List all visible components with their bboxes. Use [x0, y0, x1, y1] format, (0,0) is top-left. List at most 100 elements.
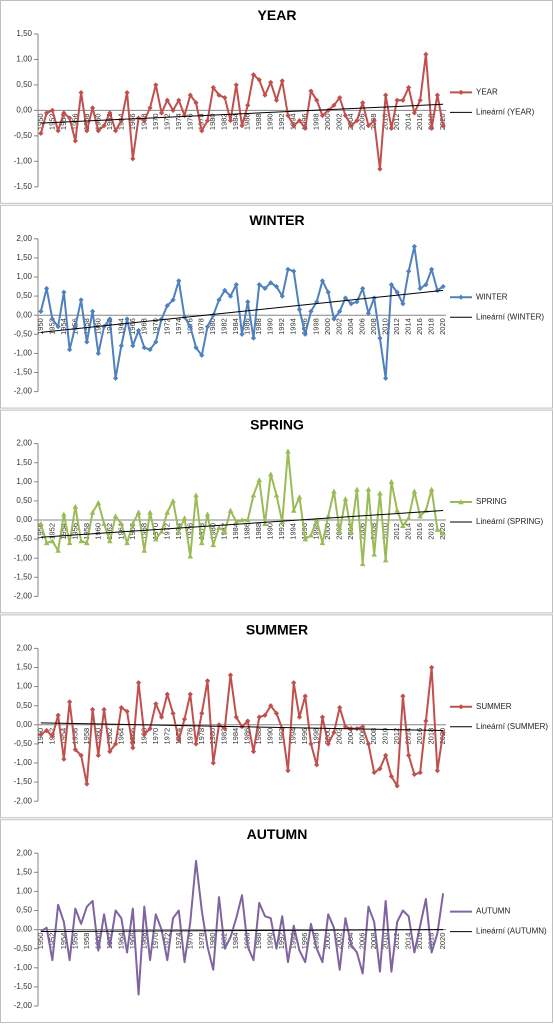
- legend-label: SPRING: [476, 497, 507, 506]
- point: [38, 308, 44, 314]
- point: [222, 726, 228, 732]
- point: [204, 117, 211, 124]
- point: [406, 752, 412, 758]
- point: [262, 712, 268, 718]
- point: [130, 745, 136, 751]
- point: [210, 84, 216, 91]
- x-tick-label: 2018: [427, 523, 436, 540]
- point: [348, 528, 354, 534]
- point: [124, 708, 130, 715]
- point: [199, 352, 205, 358]
- point: [319, 112, 326, 119]
- point: [268, 280, 274, 286]
- x-tick-label: 2002: [335, 728, 344, 745]
- x-tick-label: 2002: [335, 933, 344, 950]
- point: [360, 285, 366, 292]
- point: [342, 724, 349, 730]
- point: [337, 95, 343, 101]
- y-tick-label: -2,00: [14, 1001, 33, 1010]
- point: [417, 97, 423, 103]
- y-tick-label: 0,00: [16, 310, 32, 319]
- point: [199, 128, 205, 134]
- point: [429, 664, 435, 671]
- x-tick-label: 1964: [116, 933, 125, 950]
- point: [67, 346, 73, 353]
- point: [331, 729, 337, 736]
- point: [268, 703, 274, 709]
- point: [227, 293, 234, 299]
- point: [147, 346, 153, 353]
- point: [239, 517, 245, 523]
- x-tick-label: 1972: [162, 113, 171, 130]
- point: [313, 517, 320, 523]
- x-tick-label: 2020: [438, 933, 447, 950]
- point: [72, 324, 78, 330]
- point: [371, 117, 377, 124]
- y-tick-label: 1,50: [16, 29, 32, 38]
- point: [423, 51, 429, 57]
- point: [118, 117, 124, 124]
- x-tick-label: 2004: [346, 113, 355, 130]
- point: [61, 756, 67, 762]
- x-tick-label: 2012: [392, 523, 401, 540]
- point: [440, 123, 446, 129]
- point: [296, 494, 303, 500]
- point: [222, 95, 228, 101]
- x-tick-label: 2002: [335, 113, 344, 130]
- point: [250, 748, 257, 755]
- x-tick-label: 1966: [128, 318, 137, 335]
- point: [55, 547, 61, 553]
- point: [411, 110, 417, 116]
- x-tick-label: 2014: [404, 318, 413, 335]
- point: [198, 540, 205, 546]
- x-tick-label: 1990: [266, 933, 275, 950]
- point: [434, 768, 440, 774]
- x-tick-label: 1950: [36, 933, 45, 950]
- point: [107, 110, 113, 116]
- y-tick-label: 1,50: [16, 253, 32, 262]
- point: [95, 752, 101, 758]
- trend-line: [40, 289, 444, 333]
- point: [256, 282, 262, 288]
- point: [175, 528, 182, 534]
- x-tick-label: 2008: [369, 523, 378, 540]
- point: [383, 92, 389, 98]
- x-tick-label: 2012: [392, 728, 401, 745]
- x-tick-label: 2014: [404, 523, 413, 540]
- point: [72, 747, 78, 753]
- point: [337, 705, 343, 711]
- point: [135, 509, 142, 515]
- y-tick-label: 2,00: [16, 234, 32, 243]
- chart-title: WINTER: [249, 212, 304, 228]
- x-tick-label: 1970: [151, 113, 160, 130]
- x-tick-label: 1992: [277, 113, 286, 130]
- point: [411, 243, 417, 250]
- y-tick-label: 0,00: [16, 720, 32, 729]
- point: [49, 538, 56, 544]
- point: [342, 496, 349, 502]
- point: [273, 710, 280, 716]
- x-tick-label: 1988: [254, 113, 263, 130]
- x-tick-label: 2020: [438, 523, 447, 540]
- x-tick-label: 1994: [289, 933, 298, 950]
- point: [210, 760, 216, 766]
- point: [296, 117, 303, 124]
- point: [227, 672, 234, 678]
- x-tick-label: 1964: [116, 523, 125, 540]
- point: [400, 693, 406, 699]
- point: [158, 316, 165, 322]
- point: [365, 123, 372, 129]
- x-tick-label: 1980: [208, 318, 217, 335]
- x-tick-label: 1960: [93, 523, 102, 540]
- point: [193, 100, 199, 106]
- point: [331, 488, 337, 494]
- y-tick-label: 2,00: [16, 644, 32, 653]
- point: [66, 540, 73, 546]
- point: [394, 507, 400, 513]
- point: [95, 500, 102, 506]
- point: [135, 680, 142, 686]
- point: [291, 268, 297, 274]
- trend-line: [40, 929, 444, 933]
- point: [61, 511, 67, 517]
- x-tick-label: 2000: [323, 728, 332, 745]
